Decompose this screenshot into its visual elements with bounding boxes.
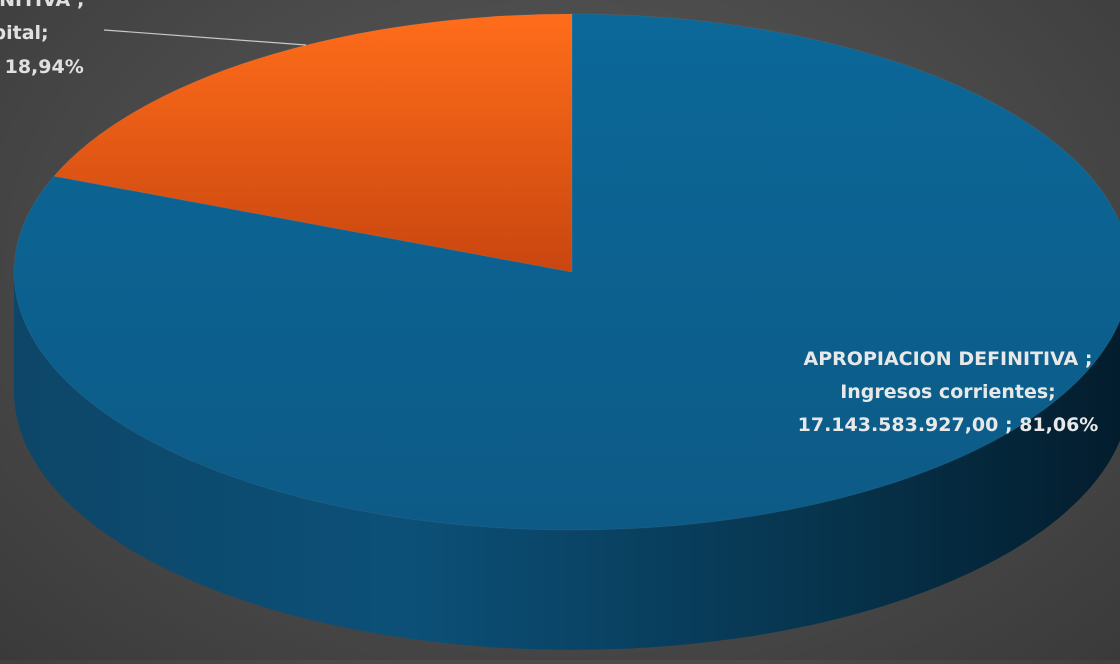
data-label-recursos-de-capital: APROPIACION DEFINITIVA ; Recursos de capi…	[0, 0, 84, 78]
leader-line-recursos-de-capital	[103, 29, 307, 46]
data-label-line: 4.005.525.000,00 ; 18,94%	[0, 56, 84, 78]
pie-slice-side-ingresos-corrientes	[14, 272, 1120, 650]
pie-slice-ingresos-corrientes	[13, 13, 1120, 531]
pie-slice-recursos-de-capital	[53, 13, 573, 273]
data-label-line: Recursos de capital;	[0, 22, 49, 44]
data-label-line: APROPIACION DEFINITIVA ;	[0, 0, 84, 11]
data-label-ingresos-corrientes: APROPIACION DEFINITIVA ; Ingresos corrien…	[798, 348, 1099, 436]
data-label-line: Ingresos corrientes;	[840, 381, 1056, 403]
data-label-line: 17.143.583.927,00 ; 81,06%	[798, 414, 1099, 436]
data-label-line: APROPIACION DEFINITIVA ;	[804, 348, 1093, 370]
